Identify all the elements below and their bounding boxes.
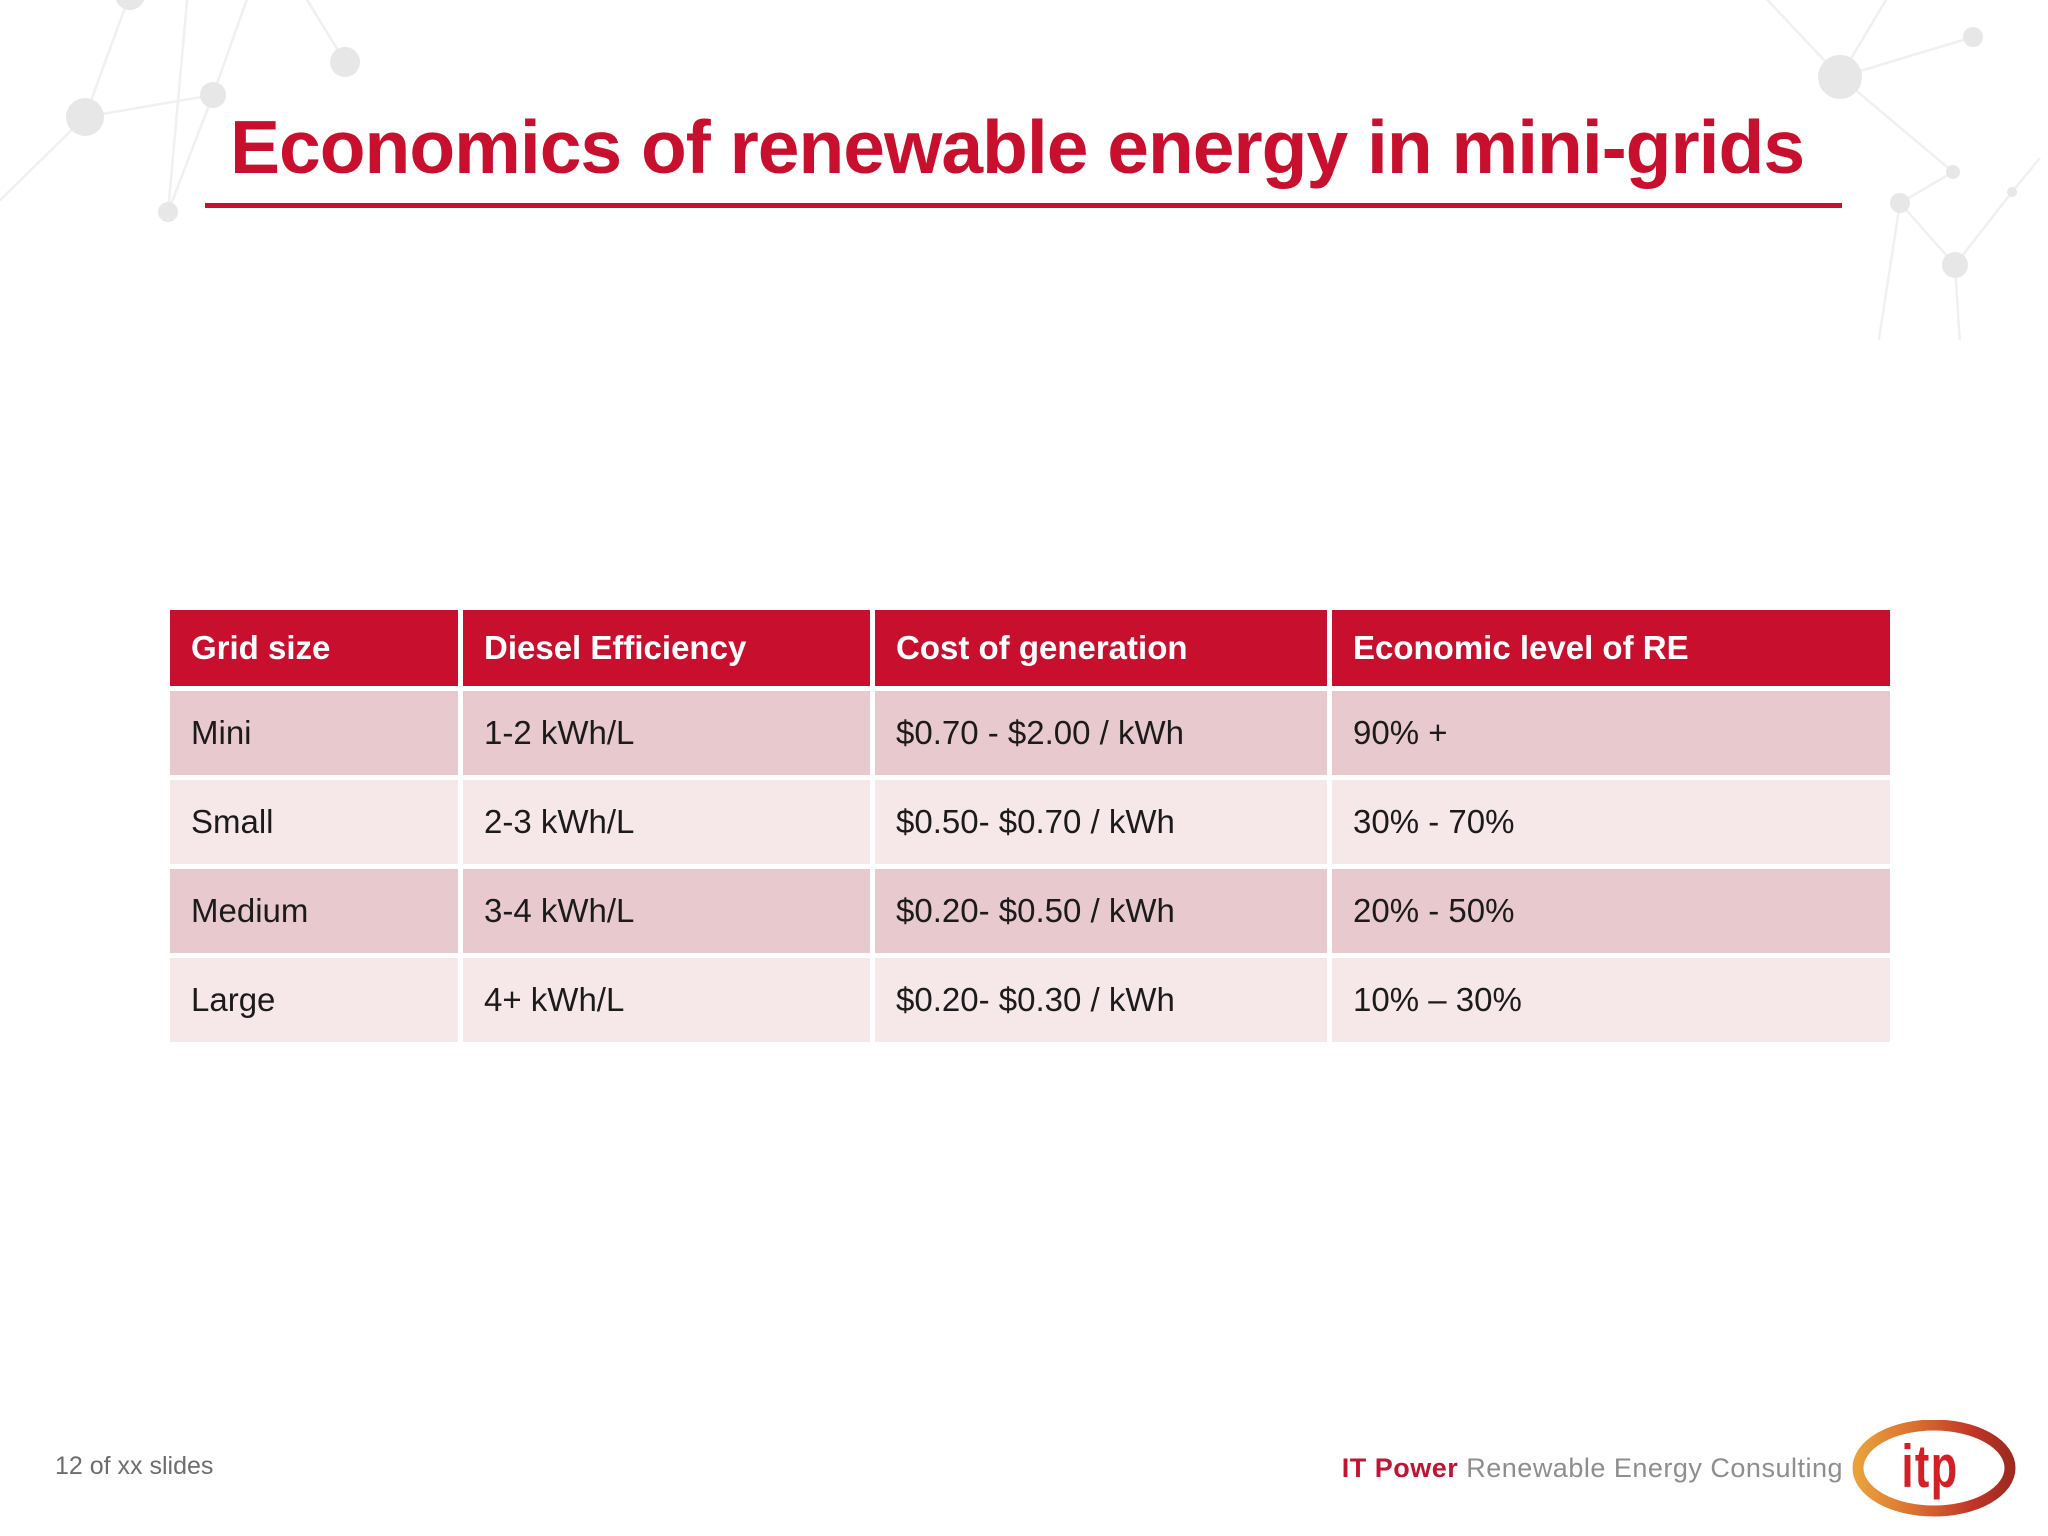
table-header-grid-size: Grid size xyxy=(170,610,458,686)
mini-grid-economics-table: Grid size Diesel Efficiency Cost of gene… xyxy=(170,610,1890,1042)
table-cell: Mini xyxy=(170,691,458,775)
table-header-cost-of-generation: Cost of generation xyxy=(875,610,1327,686)
table-cell: 90% + xyxy=(1332,691,1890,775)
table-cell: 20% - 50% xyxy=(1332,869,1890,953)
title-underline xyxy=(205,203,1842,208)
table-cell: $0.20- $0.30 / kWh xyxy=(875,958,1327,1042)
table-cell: $0.70 - $2.00 / kWh xyxy=(875,691,1327,775)
table-header-diesel-efficiency: Diesel Efficiency xyxy=(463,610,870,686)
brand-tagline: Renewable Energy Consulting xyxy=(1466,1453,1843,1483)
page-title: Economics of renewable energy in mini-gr… xyxy=(230,105,1805,189)
table-cell: Large xyxy=(170,958,458,1042)
table-cell: 4+ kWh/L xyxy=(463,958,870,1042)
table-cell: 10% – 30% xyxy=(1332,958,1890,1042)
table-cell: $0.20- $0.50 / kWh xyxy=(875,869,1327,953)
table-cell: $0.50- $0.70 / kWh xyxy=(875,780,1327,864)
footer-brand-line: IT Power Renewable Energy Consulting xyxy=(1342,1453,1843,1484)
table-cell: 1-2 kWh/L xyxy=(463,691,870,775)
table-cell: Small xyxy=(170,780,458,864)
slide-page-indicator: 12 of xx slides xyxy=(55,1452,214,1480)
brand-name: IT Power xyxy=(1341,1453,1459,1483)
table-cell: Medium xyxy=(170,869,458,953)
itp-logo-text: itp xyxy=(1901,1434,1958,1501)
table-cell: 3-4 kWh/L xyxy=(463,869,870,953)
table-header-economic-level: Economic level of RE xyxy=(1332,610,1890,686)
table-cell: 2-3 kWh/L xyxy=(463,780,870,864)
table-cell: 30% - 70% xyxy=(1332,780,1890,864)
itp-logo: itp xyxy=(1852,1420,2016,1517)
